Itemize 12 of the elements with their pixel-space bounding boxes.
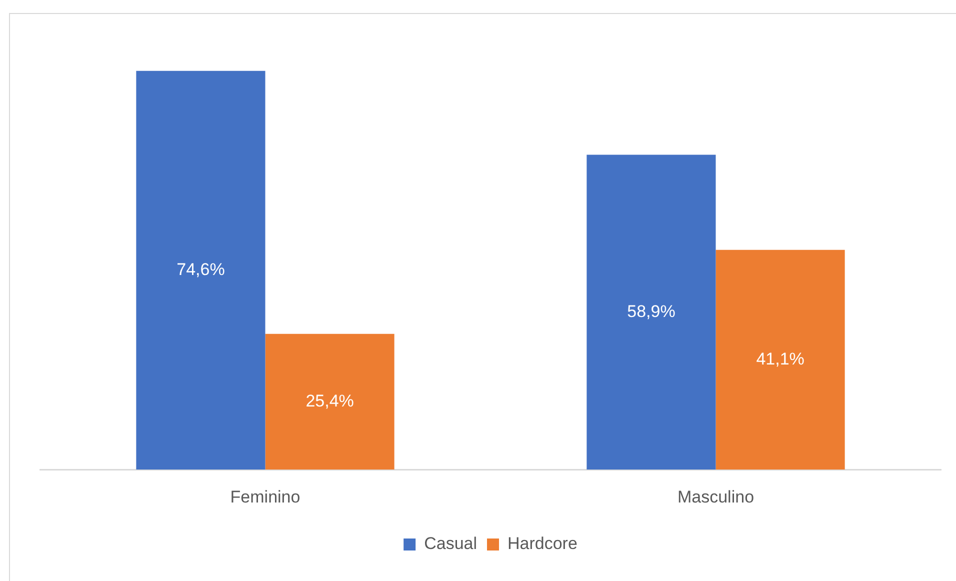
data-label: 41,1% (756, 349, 804, 368)
bar (265, 334, 394, 470)
legend-label: Hardcore (508, 534, 578, 554)
bar (136, 70, 266, 470)
data-label: 74,6% (176, 260, 225, 279)
x-tick-label: Feminino (230, 487, 300, 506)
bar (586, 154, 716, 470)
bar (716, 250, 845, 470)
legend-label: Casual (424, 534, 478, 554)
data-label: 58,9% (627, 302, 676, 321)
data-label: 25,4% (306, 391, 354, 410)
x-tick-label: Masculino (677, 487, 754, 506)
